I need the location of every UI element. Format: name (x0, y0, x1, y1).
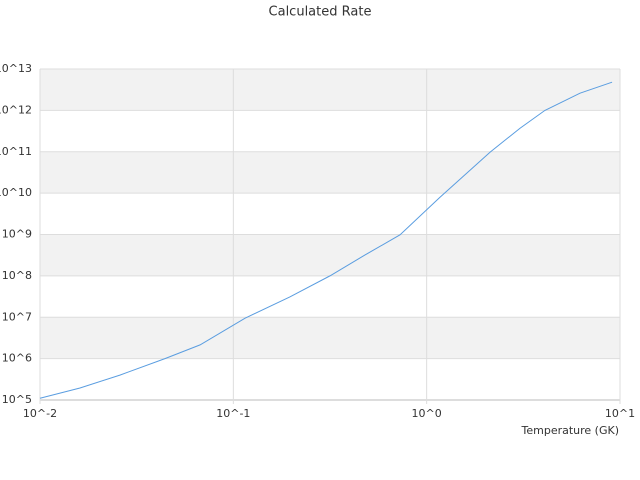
y-tick-label: 10^10 (0, 186, 32, 199)
x-axis-label: Temperature (GK) (521, 424, 620, 437)
y-tick-label: 10^11 (0, 145, 32, 158)
x-tick-label: 10^0 (412, 407, 442, 420)
x-tick-label: 10^-1 (216, 407, 250, 420)
y-tick-label: 10^6 (2, 352, 32, 365)
y-tick-label: 10^12 (0, 103, 32, 116)
grid-band (40, 151, 620, 194)
y-tick-label: 10^13 (0, 62, 32, 75)
y-tick-label: 10^7 (2, 310, 32, 323)
y-tick-label: 10^9 (2, 228, 32, 241)
grid-band (40, 69, 620, 111)
y-tick-label: 10^8 (2, 269, 32, 282)
grid-band (40, 234, 620, 276)
grid-band (40, 317, 620, 359)
x-tick-label: 10^-2 (23, 407, 57, 420)
data-line (39, 81, 613, 399)
x-tick-label: 10^1 (605, 407, 635, 420)
y-tick-label: 10^5 (2, 393, 32, 406)
chart-title: Calculated Rate (269, 5, 372, 20)
